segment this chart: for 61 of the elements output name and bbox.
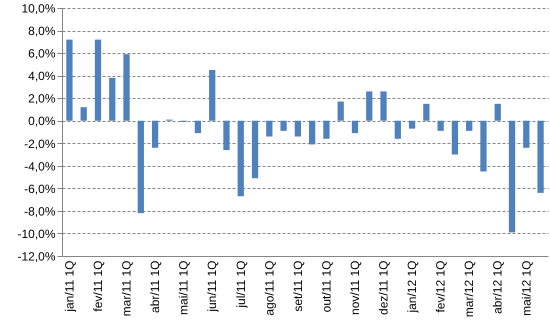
- y-tick-label: -10,0%: [17, 226, 56, 241]
- bar: [209, 70, 216, 121]
- x-tick-label: fev/11 1Q: [90, 260, 105, 312]
- y-tick-label: 8,0%: [28, 24, 56, 38]
- x-tick-label: ago/11 1Q: [262, 260, 276, 316]
- bar: [94, 40, 102, 121]
- x-tick-label: abr/11 1Q: [148, 260, 162, 313]
- y-tick-label: 6,0%: [28, 46, 56, 61]
- bar: [66, 40, 73, 121]
- bar: [138, 120, 144, 214]
- bar: [338, 102, 344, 121]
- bar: [280, 120, 287, 131]
- bar: [466, 120, 472, 131]
- bar: [80, 107, 87, 121]
- x-tick-label: abr/12 1Q: [490, 260, 505, 314]
- y-tick-label: 10,0%: [21, 2, 56, 16]
- bar: [323, 120, 330, 139]
- x-tick-label: mar/12 1Q: [462, 260, 476, 318]
- bar: [537, 120, 544, 193]
- y-tick-label: 0,0%: [28, 114, 56, 128]
- bar: [494, 104, 501, 121]
- y-tick-label: -12,0%: [17, 250, 56, 264]
- bar: [352, 120, 358, 134]
- bar: [452, 120, 458, 155]
- bar: [123, 54, 130, 121]
- bar: [152, 120, 158, 148]
- x-tick-label: dez/11 1Q: [376, 260, 391, 315]
- x-tick-label: jan/12 1Q: [405, 260, 420, 314]
- x-tick-label: fev/12 1Q: [434, 260, 448, 313]
- x-tick-label: jan/11 1Q: [62, 260, 76, 313]
- x-tick-label: mai/11 1Q: [176, 260, 191, 315]
- x-tick-label: mai/12 1Q: [519, 260, 534, 316]
- bar: [294, 120, 301, 137]
- y-tick-label: -4,0%: [24, 159, 56, 174]
- bar: [309, 120, 316, 144]
- bar: [194, 120, 202, 134]
- bar: [394, 120, 401, 139]
- bar: [437, 120, 444, 131]
- bar: [480, 120, 487, 172]
- bar: [380, 91, 387, 121]
- x-tick-label: nov/11 1Q: [348, 260, 362, 315]
- y-tick-label: -6,0%: [24, 182, 56, 196]
- bar: [508, 120, 516, 232]
- bar: [366, 91, 372, 121]
- bar: [252, 120, 258, 178]
- x-tick-label: jul/11 1Q: [234, 260, 248, 309]
- bar: [109, 78, 116, 121]
- y-tick-label: 2,0%: [28, 92, 56, 106]
- y-tick-label: -2,0%: [24, 136, 56, 151]
- x-tick-label: mar/11 1Q: [120, 260, 134, 316]
- bar: [238, 120, 244, 196]
- bar: [266, 120, 272, 137]
- y-tick-label: -8,0%: [24, 204, 56, 218]
- bar: [223, 120, 230, 150]
- x-tick-label: out/11 1Q: [319, 260, 334, 312]
- x-tick-label: jun/11 1Q: [205, 260, 220, 313]
- y-tick-label: 4,0%: [28, 69, 56, 84]
- bar: [523, 120, 530, 148]
- x-tick-label: set/11 1Q: [290, 260, 305, 312]
- bar: [423, 104, 430, 121]
- bar: [408, 120, 416, 129]
